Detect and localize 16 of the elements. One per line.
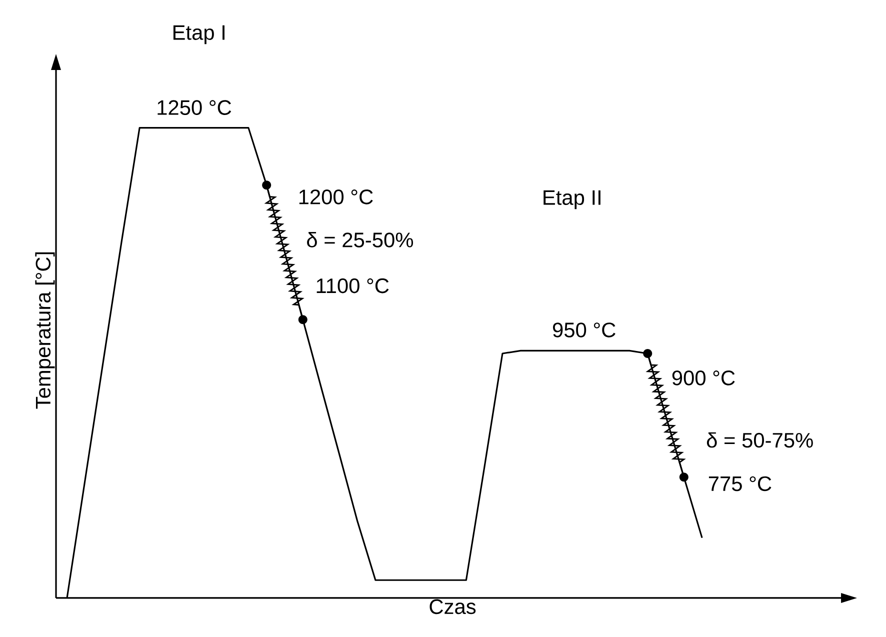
point <box>298 315 308 324</box>
y-axis-title: Temperatura [°C] <box>35 252 55 409</box>
annotation: 900 °C <box>672 370 735 386</box>
annotation: δ = 50-75% <box>706 432 813 448</box>
annotation: 775 °C <box>708 476 772 492</box>
annotation: 950 °C <box>553 322 616 338</box>
point <box>262 180 272 190</box>
x-axis-title: Czas <box>430 599 476 614</box>
annotation: δ = 25-50% <box>307 232 414 248</box>
annotation: 1200 °C <box>299 190 373 204</box>
point <box>643 348 652 358</box>
text: Etap I <box>173 25 224 44</box>
annotation: Etap II <box>544 190 600 210</box>
annotation: 1100 °C <box>316 278 389 294</box>
text: 1250 °C <box>158 100 232 115</box>
point <box>679 472 688 482</box>
